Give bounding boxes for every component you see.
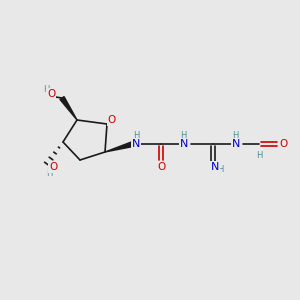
Text: O: O	[108, 115, 116, 125]
Text: O: O	[47, 89, 55, 99]
Text: H: H	[43, 85, 49, 94]
Text: H: H	[256, 151, 262, 160]
Text: N: N	[232, 139, 240, 149]
Text: H: H	[232, 130, 238, 140]
Text: N: N	[211, 162, 219, 172]
Text: O: O	[49, 162, 57, 172]
Polygon shape	[105, 142, 134, 152]
Text: H: H	[133, 130, 139, 140]
Text: N: N	[132, 139, 140, 149]
Text: N: N	[180, 139, 188, 149]
Text: H: H	[46, 169, 52, 178]
Text: O: O	[280, 139, 288, 149]
Text: H: H	[217, 166, 223, 175]
Polygon shape	[60, 97, 77, 120]
Text: O: O	[157, 162, 165, 172]
Text: H: H	[180, 130, 186, 140]
